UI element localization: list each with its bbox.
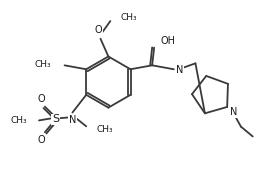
Text: O: O (95, 25, 102, 35)
Text: CH₃: CH₃ (11, 116, 27, 125)
Text: CH₃: CH₃ (96, 125, 113, 134)
Text: N: N (176, 65, 183, 75)
Text: S: S (52, 114, 59, 124)
Text: N: N (230, 107, 238, 117)
Text: N: N (69, 115, 76, 125)
Text: O: O (37, 135, 45, 145)
Text: O: O (37, 94, 45, 104)
Text: CH₃: CH₃ (120, 13, 137, 22)
Text: CH₃: CH₃ (34, 60, 51, 69)
Text: OH: OH (160, 36, 175, 46)
